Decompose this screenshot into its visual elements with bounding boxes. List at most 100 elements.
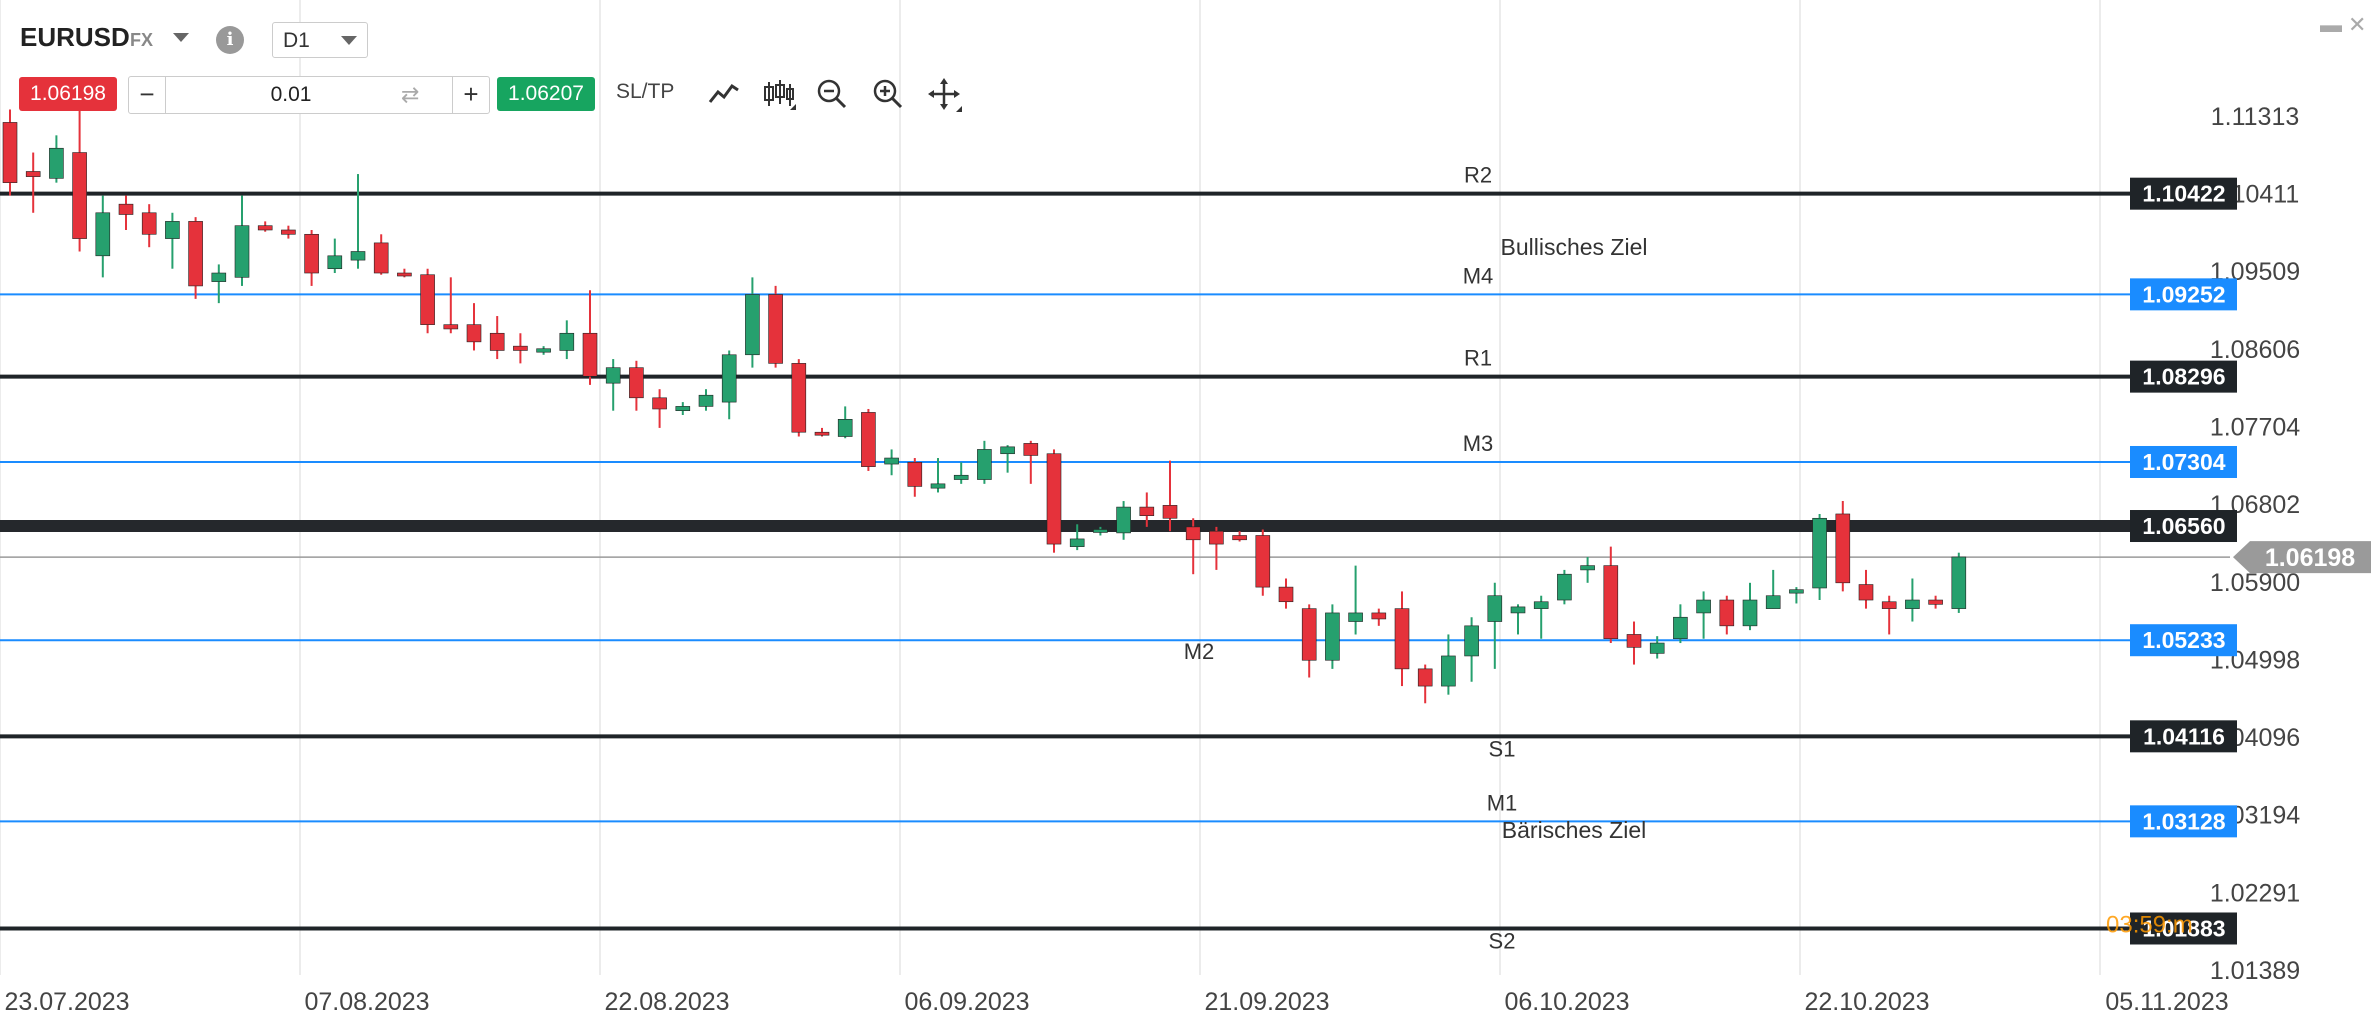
swap-icon[interactable]: ⇄: [401, 82, 420, 107]
candle-body: [118, 203, 134, 215]
candle-body: [281, 229, 296, 235]
candle-body: [1162, 505, 1178, 519]
candle-body: [327, 255, 343, 270]
candle-body: [234, 225, 250, 278]
candle-body: [1232, 535, 1247, 541]
x-tick-label: 23.07.2023: [4, 988, 129, 1016]
candle-body: [1394, 608, 1410, 670]
y-tick-label: 1.11313: [2211, 103, 2300, 131]
candle-body: [1301, 608, 1317, 661]
zoom-in-icon[interactable]: [870, 76, 906, 112]
candle-body: [1719, 599, 1735, 627]
level-price-tag: [2130, 624, 2237, 657]
quantity-stepper[interactable]: − ⇄ +: [128, 76, 490, 114]
buy-button[interactable]: 1.06207: [497, 77, 595, 111]
candle-body: [1765, 595, 1781, 609]
candle-body: [1325, 612, 1340, 661]
candle-body: [1255, 535, 1271, 588]
candle-body: [1696, 599, 1711, 614]
candle-body: [1881, 601, 1897, 609]
pan-move-icon[interactable]: [926, 76, 962, 112]
y-tick-label: 1.08606: [2210, 336, 2300, 364]
candle-body: [721, 354, 737, 403]
candle-body: [1046, 453, 1062, 545]
market-label: FX: [130, 30, 154, 50]
annotation-bearish-target: Bärisches Ziel: [1502, 817, 1646, 843]
candle-body: [1278, 586, 1294, 603]
candle-body: [1464, 625, 1479, 657]
symbol-label[interactable]: EURUSD: [20, 22, 130, 52]
sltp-button[interactable]: SL/TP: [616, 80, 675, 103]
level-name-label: S2: [1489, 928, 1516, 953]
candle-body: [1951, 556, 1967, 609]
candle-body: [141, 212, 157, 235]
line-chart-icon[interactable]: [706, 76, 742, 112]
candle-body: [1626, 634, 1642, 648]
level-price-label: 1.03128: [2142, 808, 2225, 834]
candle-body: [652, 397, 667, 410]
timeframe-value: D1: [283, 29, 310, 52]
sell-button[interactable]: 1.06198: [19, 77, 117, 111]
close-icon[interactable]: ✕: [2348, 12, 2367, 37]
candle-body: [211, 272, 227, 282]
candle-body: [605, 367, 621, 384]
y-tick-label: 1.01389: [2210, 957, 2300, 985]
candlestick-icon[interactable]: [760, 76, 796, 112]
x-tick-label: 07.08.2023: [304, 988, 429, 1016]
candle-body: [629, 367, 644, 399]
candle-body: [72, 152, 87, 239]
minimize-icon[interactable]: ▬: [2320, 12, 2342, 37]
level-name-label: R2: [1464, 163, 1492, 188]
candle-body: [1371, 612, 1387, 620]
candle-body: [1069, 538, 1085, 547]
candle-body: [350, 251, 366, 261]
candle-body: [1905, 599, 1920, 609]
level-price-label: 1.05233: [2142, 627, 2225, 653]
timeframe-select[interactable]: D1: [272, 22, 368, 58]
candle-body: [513, 345, 528, 351]
candle-body: [1928, 599, 1943, 605]
candle-body: [768, 294, 783, 364]
candle-body: [698, 394, 714, 407]
candle-body: [1742, 599, 1758, 627]
y-tick-label: 1.07704: [2210, 414, 2300, 442]
level-price-label: 1.01883: [2142, 915, 2225, 941]
candle-body: [420, 274, 435, 325]
x-tick-label: 21.09.2023: [1204, 988, 1329, 1016]
candle-body: [953, 474, 969, 480]
candle-body: [1116, 506, 1131, 534]
candle-body: [95, 212, 111, 257]
x-tick-label: 05.11.2023: [2105, 988, 2228, 1016]
quantity-input[interactable]: [169, 79, 413, 111]
candle-body: [675, 406, 691, 412]
candle-body: [977, 449, 992, 480]
level-price-label: 1.06560: [2142, 513, 2225, 539]
candle-body: [1603, 565, 1619, 640]
candle-body: [1348, 612, 1363, 622]
candle-body: [1812, 517, 1827, 589]
candle-body: [1533, 601, 1549, 609]
candle-body: [1209, 530, 1224, 545]
level-price-tag: [2130, 278, 2237, 311]
level-name-label: M2: [1184, 639, 1215, 664]
candle-body: [814, 431, 830, 436]
candle-body: [582, 332, 598, 377]
symbol-dropdown-icon[interactable]: [170, 28, 192, 50]
candle-body: [837, 419, 853, 437]
level-name-label: M1: [1487, 790, 1518, 815]
y-tick-label: 1.05900: [2210, 569, 2300, 597]
candle-body: [373, 242, 389, 274]
candle-countdown: 03:59:m: [2106, 911, 2193, 938]
decrease-quantity-button[interactable]: −: [129, 77, 166, 113]
info-icon[interactable]: i: [216, 26, 244, 54]
candle-body: [1649, 642, 1665, 654]
level-price-label: 1.10422: [2142, 181, 2225, 207]
zoom-out-icon[interactable]: [814, 76, 850, 112]
candle-body: [884, 457, 899, 465]
level-name-label: S1: [1489, 736, 1516, 761]
level-price-label: 1.07304: [2142, 449, 2225, 475]
candle-body: [536, 348, 551, 353]
chart-toolbar: EURUSD FX i D1: [0, 0, 1000, 80]
increase-quantity-button[interactable]: +: [452, 77, 489, 113]
